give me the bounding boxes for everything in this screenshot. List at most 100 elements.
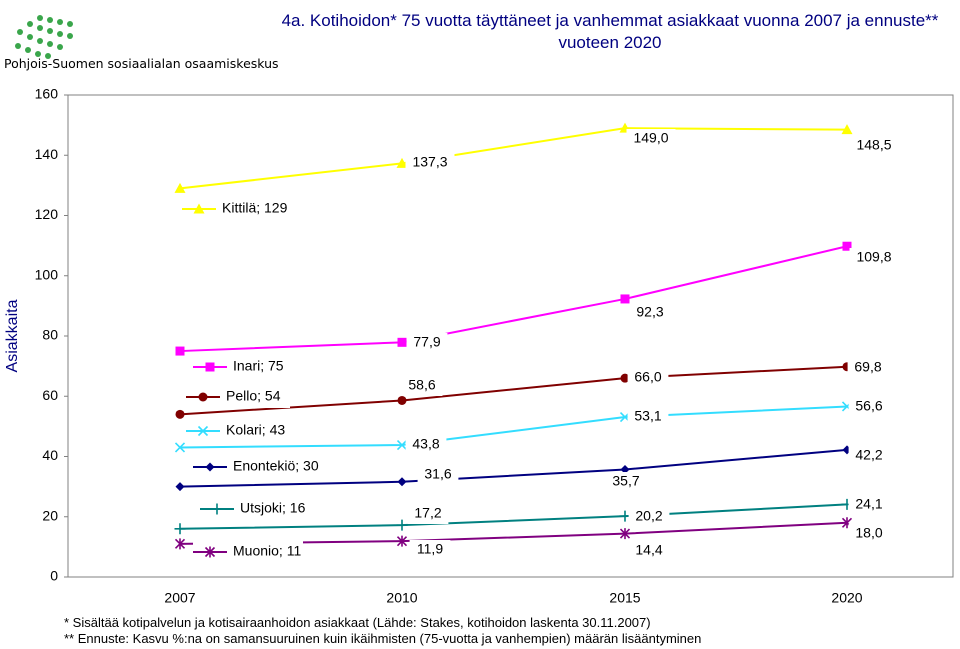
data-point: [175, 482, 185, 492]
data-label: 77,9: [413, 334, 440, 350]
y-tick-label: 80: [42, 327, 58, 343]
series-line: [179, 127, 848, 190]
data-point: [175, 346, 185, 356]
legend-label: Enontekiö; 30: [233, 458, 319, 474]
data-label-bg: [848, 446, 890, 466]
y-tick-label: 0: [50, 568, 58, 584]
legend-bg: [193, 456, 329, 478]
legend-label: Utsjoki; 16: [240, 500, 306, 516]
legend-label: Inari; 75: [233, 358, 284, 374]
data-label-bg: [627, 368, 669, 388]
data-label-bg: [405, 153, 455, 173]
legend-label: Kittilä; 129: [222, 200, 288, 216]
footnotes: * Sisältää kotipalvelun ja kotisairaanho…: [64, 615, 701, 647]
data-label: 56,6: [855, 398, 882, 414]
x-tick-label: 2020: [831, 590, 862, 606]
legend-marker: [211, 503, 223, 515]
data-point: [620, 294, 630, 304]
x-tick-label: 2015: [609, 590, 640, 606]
data-point: [842, 241, 852, 251]
data-point: [397, 395, 407, 405]
legend-marker: [205, 462, 215, 472]
data-point: [175, 409, 185, 419]
legend-marker: [193, 203, 205, 214]
data-point: [174, 523, 186, 535]
data-label: 20,2: [635, 508, 662, 524]
legend-bg: [193, 541, 303, 563]
series-line: [179, 365, 848, 416]
data-label-bg: [628, 507, 670, 527]
data-label: 43,8: [412, 436, 439, 452]
logo-text: Pohjois-Suomen sosiaalialan osaamiskesku…: [4, 56, 279, 71]
series-line: [179, 448, 848, 488]
legend-marker: [204, 546, 216, 558]
data-point: [174, 442, 186, 453]
data-label-bg: [848, 524, 890, 544]
footnote-1: * Sisältää kotipalvelun ja kotisairaanho…: [64, 615, 651, 630]
data-point: [620, 373, 630, 383]
data-point: [396, 535, 408, 547]
legend-bg: [193, 356, 283, 378]
data-label-bg: [626, 129, 676, 149]
y-tick-label: 120: [35, 206, 59, 222]
series-line: [179, 503, 848, 530]
data-label-bg: [849, 136, 899, 156]
legend-bg: [200, 498, 316, 520]
legend-marker: [198, 392, 208, 402]
legend-bg: [186, 386, 290, 408]
data-label: 14,4: [635, 542, 662, 558]
data-point: [620, 464, 630, 474]
data-point: [396, 157, 408, 168]
legend-marker: [197, 425, 209, 437]
data-label: 31,6: [424, 466, 451, 482]
data-label-bg: [848, 495, 890, 515]
data-label-bg: [409, 540, 451, 560]
data-point: [396, 519, 408, 531]
legend-bg: [186, 420, 292, 442]
y-tick-label: 60: [42, 387, 58, 403]
data-label: 69,8: [854, 359, 881, 375]
data-label: 149,0: [633, 130, 668, 146]
data-label-bg: [405, 435, 447, 455]
data-label: 92,3: [636, 304, 663, 320]
data-point: [619, 528, 631, 540]
y-tick-label: 40: [42, 447, 58, 463]
x-tick-label: 2010: [386, 590, 417, 606]
data-label: 53,1: [634, 408, 661, 424]
data-label: 58,6: [408, 377, 435, 393]
data-label-bg: [407, 504, 449, 524]
legend-bg: [182, 198, 294, 220]
data-point: [841, 124, 853, 135]
plot-area: [67, 94, 954, 578]
data-label: 24,1: [855, 496, 882, 512]
y-tick-label: 100: [35, 266, 59, 282]
logo-dots-icon: [15, 15, 73, 59]
line-chart: 0 20 40 60 80 100 120 140 160 2007 2010 2015 2020 Asi…: [4, 86, 954, 606]
data-label-bg: [401, 376, 443, 396]
data-point: [397, 337, 407, 347]
data-label-bg: [629, 303, 671, 323]
data-label-bg: [847, 358, 889, 378]
data-label-bg: [605, 472, 647, 492]
data-point: [396, 439, 408, 451]
y-axis-title: Asiakkaita: [4, 299, 21, 372]
data-label: 148,5: [856, 137, 891, 153]
data-label-bg: [406, 333, 448, 353]
legend-label: Kolari; 43: [226, 422, 285, 438]
data-label: 35,7: [612, 473, 639, 489]
legend-label: Muonio; 11: [233, 543, 301, 559]
chart-title: 4a. Kotihoidon* 75 vuotta täyttäneet ja …: [281, 11, 939, 52]
data-label-bg: [417, 465, 459, 485]
data-label: 66,0: [634, 369, 661, 385]
data-label: 17,2: [414, 505, 441, 521]
legend-label: Pello; 54: [226, 388, 281, 404]
data-label: 137,3: [412, 154, 447, 170]
data-point: [174, 538, 186, 550]
data-label: 42,2: [855, 447, 882, 463]
logo-graphic: [15, 15, 73, 59]
data-label: 18,0: [855, 525, 882, 541]
series-line: [179, 245, 848, 353]
data-label-bg: [849, 248, 899, 268]
data-label-bg: [628, 541, 670, 561]
data-point: [174, 182, 186, 193]
